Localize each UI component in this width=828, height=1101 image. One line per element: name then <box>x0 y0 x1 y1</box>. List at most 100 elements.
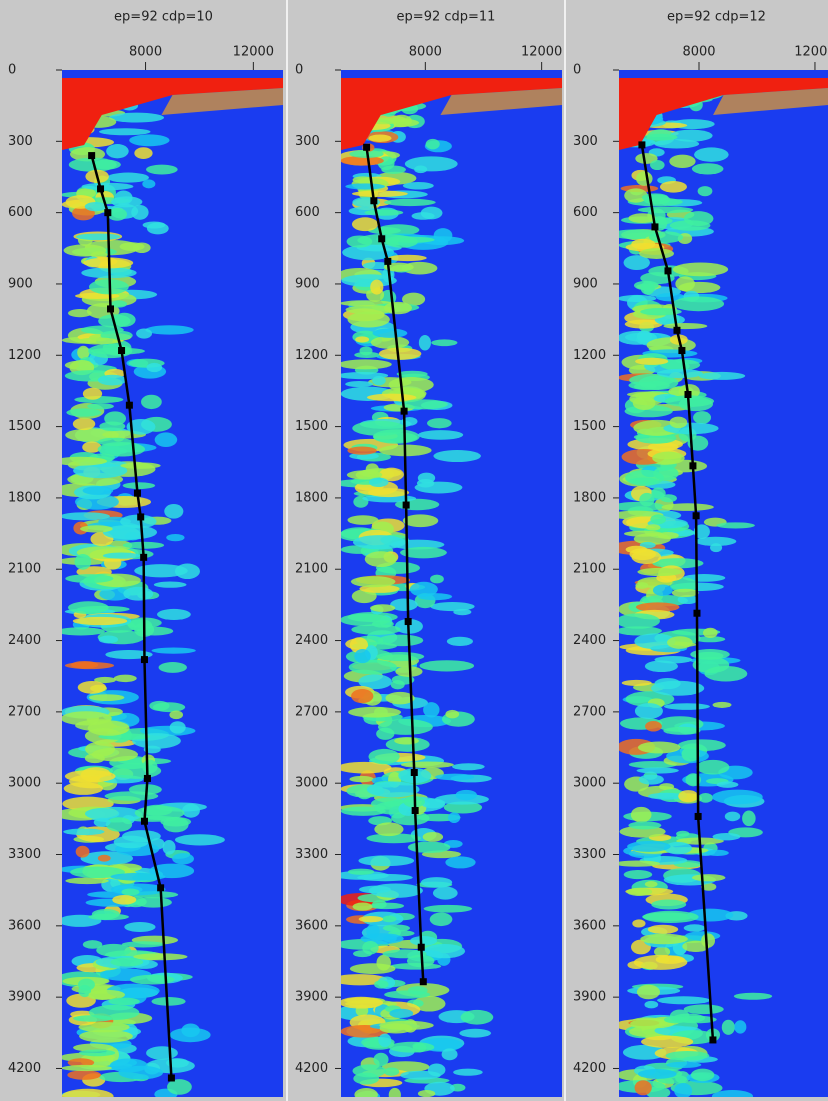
semblance-blob <box>64 769 116 783</box>
semblance-blob <box>131 204 149 220</box>
semblance-blob <box>62 627 105 636</box>
semblance-blob <box>691 874 726 882</box>
velocity-pick <box>404 618 412 626</box>
semblance-blob <box>698 371 746 380</box>
semblance-blob <box>145 325 194 335</box>
y-tick-label: 2700 <box>8 704 41 719</box>
semblance-blob <box>351 217 379 232</box>
semblance-blob <box>351 589 377 604</box>
y-tick-label: 4200 <box>8 1061 41 1076</box>
semblance-blob <box>417 1089 436 1097</box>
velocity-pick <box>692 512 700 520</box>
semblance-top-fringe <box>713 88 828 115</box>
velocity-pick <box>411 807 419 815</box>
semblance-blob <box>669 577 698 593</box>
semblance-blob <box>158 662 187 673</box>
y-tick-label: 0 <box>8 63 16 78</box>
semblance-blob <box>681 746 700 762</box>
semblance-blob <box>358 885 391 894</box>
semblance-blob <box>78 1049 116 1057</box>
semblance-blob <box>108 997 140 1006</box>
semblance-blob <box>619 613 660 629</box>
semblance-blob <box>67 1058 95 1067</box>
semblance-blob <box>455 789 478 801</box>
velocity-pick <box>693 609 701 617</box>
semblance-blob <box>157 608 191 620</box>
semblance-blob <box>112 894 137 905</box>
semblance-blob <box>341 613 391 627</box>
semblance-blob <box>142 221 166 229</box>
semblance-blob <box>374 980 389 989</box>
semblance-blob <box>99 421 126 432</box>
semblance-blob <box>664 841 692 855</box>
semblance-blob <box>79 1029 133 1043</box>
semblance-blob <box>628 821 662 830</box>
semblance-blob <box>105 817 133 832</box>
semblance-blob <box>105 649 153 660</box>
semblance-blob <box>690 1068 715 1082</box>
semblance-background <box>619 70 828 1097</box>
semblance-blob <box>694 651 724 660</box>
velocity-pick <box>384 257 392 265</box>
semblance-blob <box>712 789 763 805</box>
y-tick-label: 1200 <box>573 348 606 363</box>
semblance-blob <box>352 420 406 436</box>
y-tick-label: 4200 <box>573 1061 606 1076</box>
semblance-blob <box>716 781 739 788</box>
y-tick-label: 600 <box>573 205 598 220</box>
semblance-blob <box>370 335 410 349</box>
semblance-blob <box>423 943 466 959</box>
semblance-blob <box>110 957 144 967</box>
semblance-blob <box>73 463 128 479</box>
semblance-top <box>619 70 828 150</box>
semblance-blob <box>120 514 157 529</box>
semblance-blob <box>169 721 186 734</box>
semblance-blob <box>691 163 724 175</box>
semblance-blob <box>97 437 133 447</box>
semblance-blob <box>677 1015 717 1024</box>
y-tick-label: 3600 <box>295 918 328 933</box>
semblance-blob <box>637 567 683 577</box>
semblance-blob <box>390 598 418 611</box>
semblance-blob <box>657 996 711 1005</box>
y-tick-label: 3900 <box>573 990 606 1005</box>
semblance-blob <box>354 351 380 358</box>
semblance-blob <box>352 1064 387 1078</box>
semblance-blob <box>441 1048 458 1061</box>
semblance-blob <box>623 255 650 271</box>
semblance-blob <box>162 839 176 855</box>
semblance-blob <box>697 186 713 197</box>
semblance-blob <box>352 535 406 550</box>
semblance-blob <box>366 781 420 798</box>
semblance-blob <box>141 394 162 410</box>
plot-top-band <box>62 70 283 78</box>
semblance-blob <box>621 679 652 687</box>
semblance-blob <box>368 477 389 488</box>
semblance-blob <box>357 873 413 882</box>
semblance-blob <box>63 244 107 257</box>
y-tick-label: 600 <box>8 205 33 220</box>
y-tick-label: 2700 <box>573 704 606 719</box>
semblance-blob <box>96 943 132 957</box>
y-tick-label: 2400 <box>8 633 41 648</box>
semblance-blob <box>637 206 694 214</box>
semblance-blob <box>352 902 373 911</box>
y-tick-label: 0 <box>573 63 581 78</box>
semblance-blob <box>435 773 475 781</box>
semblance-blob <box>453 608 472 616</box>
semblance-blob <box>77 681 107 694</box>
semblance-blob <box>632 919 646 928</box>
semblance-blob <box>642 910 699 924</box>
y-tick-label: 1800 <box>573 490 606 505</box>
semblance-blob <box>672 296 725 312</box>
semblance-blob <box>124 922 156 932</box>
semblance-blob <box>347 868 375 875</box>
semblance-blob <box>111 196 143 208</box>
semblance-blob <box>104 791 159 801</box>
semblance-blob <box>129 134 170 147</box>
semblance-top <box>62 70 283 150</box>
velocity-pick <box>370 197 378 205</box>
semblance-blob <box>345 304 395 315</box>
semblance-blob <box>75 845 90 858</box>
semblance-blob <box>636 767 679 774</box>
